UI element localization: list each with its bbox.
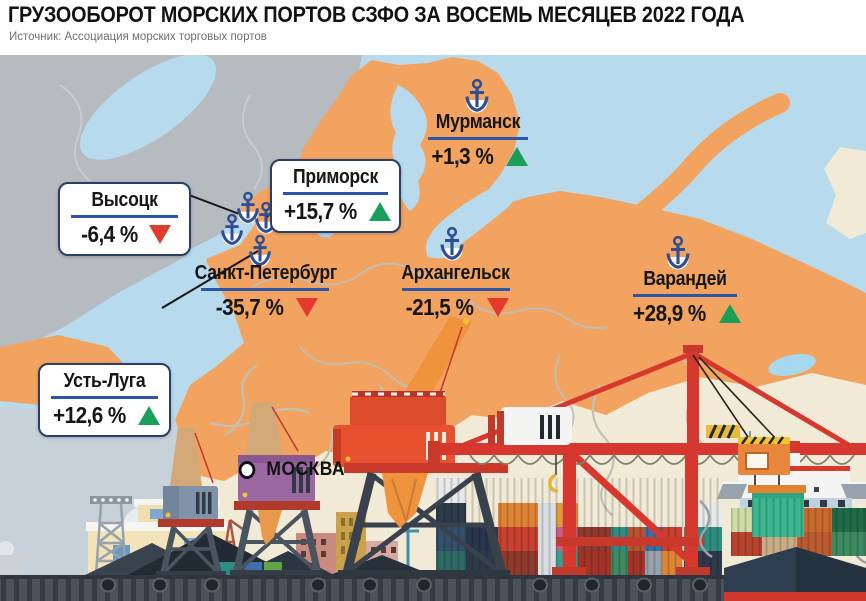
port-value: +1,3 % [431,143,494,169]
trend-up-icon [369,202,392,221]
port-value: +15,7 % [283,198,357,224]
harbor-crane-small [156,428,226,576]
divider [633,294,737,297]
port-name: Санкт-Петербург [194,262,338,284]
port-name: Варандей [643,268,727,290]
trend-down-icon [486,298,509,317]
source-note: Источник: Ассоциация морских торговых по… [9,31,267,43]
page-title: ГРУЗООБОРОТ МОРСКИХ ПОРТОВ СЗФО ЗА ВОСЕМ… [8,2,745,27]
port-value: -35,7 % [215,294,284,320]
trend-up-icon [718,304,741,323]
port-label-spb: Санкт-Петербург -35,7 % [185,262,345,319]
bollards [100,577,708,593]
moscow-marker: МОСКВА [238,459,348,481]
port-label-ustluga: Усть-Луга +12,6 % [38,363,171,437]
city-label: МОСКВА [266,459,346,480]
trend-down-icon [149,225,172,244]
port-name: Высоцк [91,189,158,211]
pier [0,575,726,601]
trend-up-icon [138,406,161,425]
white-sea [425,175,518,259]
port-value: +28,9 % [633,300,706,326]
harbor-crane-medium [230,402,324,576]
gantry-trolley [738,436,806,537]
port-label-primorsk: Приморск +15,7 % [270,159,401,233]
city-dot-icon [238,461,256,479]
divider [70,215,179,218]
port-name: Мурманск [435,111,521,133]
port-label-arkhangelsk: Архангельск -21,5 % [383,262,528,319]
land-east-patch [824,147,866,239]
trend-down-icon [296,298,319,317]
port-value: +12,6 % [52,402,126,428]
divider [201,288,329,291]
port-name: Приморск [292,166,379,188]
divider [401,288,510,291]
header: ГРУЗООБОРОТ МОРСКИХ ПОРТОВ СЗФО ЗА ВОСЕМ… [0,0,866,55]
divider [428,137,528,140]
port-label-murmansk: Мурманск +1,3 % [405,111,551,168]
port-name: Усть-Луга [63,370,146,392]
divider [50,396,159,399]
boat-bow [0,541,29,575]
port-name: Архангельск [401,262,510,284]
port-value: -6,4 % [80,221,138,247]
divider [282,192,389,195]
map-illustration [0,55,866,601]
harbor-crane-large [333,316,510,576]
port-value: -21,5 % [406,294,474,320]
map-area: Высоцк -6,4 % Приморск +15,7 % Усть-Луга… [0,55,866,601]
port-label-vysotsk: Высоцк -6,4 % [58,182,191,256]
islands [608,93,790,243]
trend-up-icon [505,147,528,166]
hook-icon [548,473,559,493]
port-label-varandey: Варандей +28,9 % [612,268,758,325]
